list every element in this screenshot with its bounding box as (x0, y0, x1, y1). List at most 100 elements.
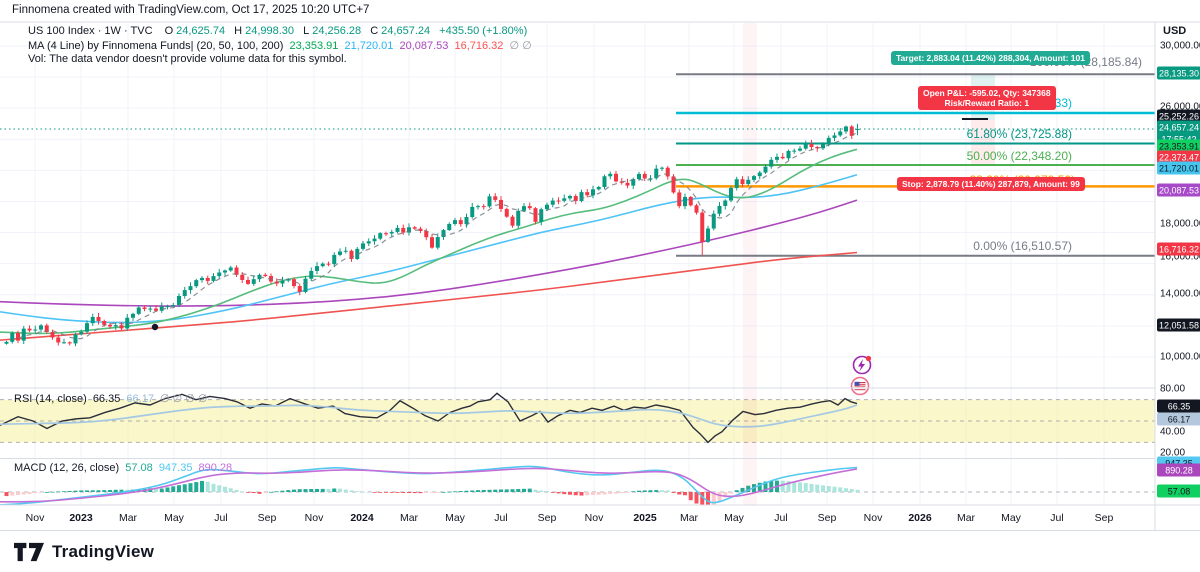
main-pane[interactable] (0, 126, 860, 344)
ma-legend-row[interactable]: MA (4 Line) by Finnomena Funds| (20, 50,… (28, 39, 535, 52)
macd-hist-bar (625, 492, 630, 493)
price-axis-value-label: 23,353.91 (1157, 139, 1200, 153)
macd-hist-bar (694, 492, 699, 504)
volume-note: Vol: The data vendor doesn't provide vol… (28, 53, 347, 65)
time-axis-label[interactable]: Jul (214, 512, 228, 524)
macd-hist-bar (136, 489, 141, 492)
macd-pane[interactable] (0, 465, 1155, 505)
macd-hist-bar (211, 483, 216, 492)
macd-hist-bar (533, 489, 538, 492)
price-axis-value-label: 12,051.58 (1157, 318, 1200, 332)
macd-hist-bar (596, 492, 601, 495)
macd-hist-bar (734, 490, 739, 492)
macd-hist-bar (96, 490, 101, 492)
macd-hist-bar (85, 490, 89, 492)
macd-hist-bar (660, 490, 664, 492)
change-value: +435.50 (+1.80%) (439, 25, 528, 37)
symbol-title: US 100 Index · 1W · TVC (28, 25, 153, 37)
open-label: O 24,625.74 (164, 25, 226, 37)
macd-hist-bar (849, 489, 854, 492)
macd-hist-bar (338, 488, 342, 492)
rsi-axis-value-label: 66.17 (1157, 412, 1200, 426)
time-axis-label[interactable]: 2026 (908, 512, 932, 524)
macd-hist-bar (389, 492, 394, 493)
time-axis-label[interactable]: May (445, 512, 465, 524)
macd-hist-bar (798, 482, 802, 492)
price-dot-marker[interactable] (151, 323, 159, 331)
macd-hist-bar (119, 489, 124, 492)
macd-hist-bar (4, 492, 9, 497)
macd-legend-row[interactable]: MACD (12, 26, close) 57.08 947.35 890.28 (14, 462, 235, 474)
macd-hist-bar (228, 488, 233, 492)
macd-signal-value: 890.28 (198, 462, 233, 474)
macd-hist-bar (418, 492, 423, 494)
us-flag-event-icon[interactable] (850, 376, 870, 396)
time-axis-label[interactable]: Sep (1094, 512, 1114, 524)
flash-event-icon[interactable] (852, 355, 872, 375)
time-axis-label[interactable]: Jul (1050, 512, 1064, 524)
macd-hist-bar (384, 492, 388, 493)
stop-box[interactable]: Stop: 2,878.79 (11.40%) 287,879, Amount:… (897, 177, 1085, 191)
time-axis-label[interactable]: Sep (537, 512, 557, 524)
time-axis-label[interactable]: Mar (118, 512, 138, 524)
macd-hist-bar (441, 491, 446, 493)
macd-hist-bar (573, 492, 578, 496)
macd-hist-bar (44, 491, 49, 493)
macd-hist-bar (234, 490, 239, 492)
macd-hist-bar (62, 491, 66, 493)
macd-hist-bar (73, 490, 78, 492)
macd-hist-bar (510, 489, 515, 492)
macd-hist-bar (786, 481, 791, 492)
volume-legend-row: Vol: The data vendor doesn't provide vol… (28, 53, 350, 65)
open-pnl-box[interactable]: Open P&L: -595.02, Qty: 347368 Risk/Rewa… (918, 86, 1056, 110)
tradingview-logo[interactable]: TradingView (14, 540, 154, 564)
time-axis-label[interactable]: May (724, 512, 744, 524)
macd-hist-bar (504, 489, 509, 492)
ma100-value: 20,087.53 (399, 40, 449, 52)
time-axis-label[interactable]: Jul (494, 512, 508, 524)
macd-hist-bar (303, 489, 308, 492)
currency-label[interactable]: USD (1163, 25, 1187, 37)
rsi-legend-row[interactable]: RSI (14, close) 66.35 66.17 ∅ ∅ ∅ ∅ (14, 392, 211, 405)
price-tick-label: 30,000.00 (1160, 40, 1200, 52)
position-loss-zone[interactable] (971, 119, 995, 165)
macd-hist-bar (522, 488, 526, 492)
time-axis-label[interactable]: Nov (584, 512, 604, 524)
time-axis-label[interactable]: Nov (25, 512, 45, 524)
event-icons[interactable] (850, 355, 872, 396)
fib-level-label: 50.00% (22,348.20) (966, 149, 1072, 163)
time-axis-label[interactable]: 2023 (69, 512, 93, 524)
time-axis-label[interactable]: May (164, 512, 184, 524)
rsi-pane[interactable] (0, 392, 1155, 444)
time-axis-label[interactable]: May (1001, 512, 1021, 524)
time-axis-label[interactable]: 2024 (350, 512, 374, 524)
time-axis-label[interactable]: Sep (817, 512, 837, 524)
time-axis-label[interactable]: Mar (956, 512, 976, 524)
macd-hist-bar (33, 492, 38, 494)
time-axis-label[interactable]: Jul (774, 512, 788, 524)
macd-hist-bar (286, 490, 291, 492)
attribution-text: Finnomena created with TradingView.com, … (12, 4, 370, 16)
time-axis-label[interactable]: Nov (304, 512, 324, 524)
target-box[interactable]: Target: 2,883.04 (11.42%) 288,304, Amoun… (891, 51, 1090, 65)
time-axis-label[interactable]: Sep (257, 512, 277, 524)
symbol-legend-row[interactable]: US 100 Index · 1W · TVC O 24,625.74 H 24,9… (28, 25, 530, 37)
macd-axis-value-label: 57.08 (1157, 484, 1200, 498)
time-axis-label[interactable]: Mar (679, 512, 699, 524)
time-axis-label[interactable]: Mar (399, 512, 419, 524)
macd-hist-bar (67, 490, 72, 492)
macd-hist-bar (723, 492, 728, 498)
time-axis-label[interactable]: 2025 (633, 512, 657, 524)
price-tick-label: 18,000.00 (1160, 218, 1200, 230)
time-axis-label[interactable]: Nov (863, 512, 883, 524)
price-axis-value-label: 25,252.26 (1157, 109, 1200, 123)
macd-hist-bar (550, 492, 555, 493)
macd-hist-bar (39, 492, 43, 493)
macd-hist-bar (315, 488, 319, 492)
macd-hist-bar (855, 489, 860, 492)
price-axis-value-label: 21,720.01 (1157, 161, 1200, 175)
macd-hist-bar (21, 492, 26, 495)
macd-hist-bar (79, 490, 84, 492)
macd-hist-bar (481, 489, 486, 492)
